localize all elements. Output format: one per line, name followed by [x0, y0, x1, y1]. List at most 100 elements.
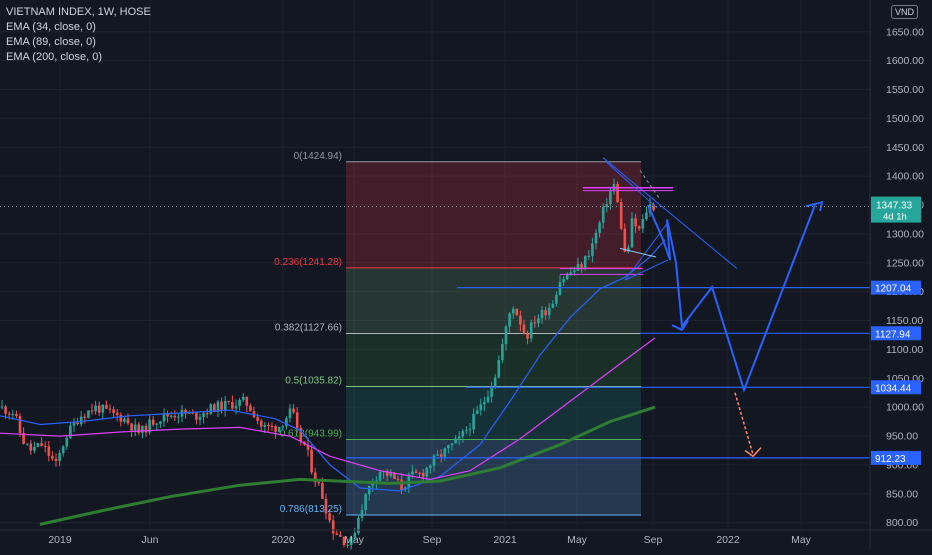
candle	[191, 412, 195, 414]
candle	[576, 264, 580, 271]
candle	[583, 256, 587, 270]
candle	[108, 408, 112, 410]
candle	[637, 226, 641, 229]
candle	[396, 478, 400, 480]
ema89-label[interactable]: EMA (89, close, 0)	[6, 36, 96, 48]
candle	[281, 426, 285, 428]
alt-projection-arrow	[734, 392, 754, 455]
candle	[205, 413, 209, 415]
candle	[357, 517, 360, 534]
candle	[133, 424, 137, 431]
candle	[587, 255, 591, 257]
wedge-line	[605, 161, 658, 209]
y-tick-label: 1100.00	[886, 344, 923, 356]
x-tick-label: May	[567, 534, 588, 546]
candle	[15, 414, 18, 417]
candle	[439, 454, 443, 457]
candle	[429, 465, 432, 468]
candle	[565, 273, 569, 280]
candle	[313, 472, 317, 483]
candle	[619, 202, 623, 229]
candle	[166, 413, 169, 417]
candle	[331, 520, 335, 534]
candle	[555, 294, 558, 304]
wedge-line	[624, 259, 669, 281]
symbol-title[interactable]: VIETNAM INDEX, 1W, HOSE	[6, 6, 151, 18]
candle	[601, 207, 605, 223]
candle	[360, 510, 364, 518]
candle	[407, 474, 411, 488]
candle	[310, 449, 313, 473]
y-tick-label: 1150.00	[886, 315, 923, 327]
candle	[231, 401, 234, 409]
candle	[594, 232, 598, 244]
candle	[400, 479, 403, 491]
candle	[526, 333, 529, 339]
candle	[11, 414, 15, 416]
candle	[0, 406, 4, 408]
candle	[87, 410, 90, 418]
price-tag-label: 1034.44	[875, 383, 912, 394]
fib-zone	[346, 161, 641, 268]
ema34-label[interactable]: EMA (34, close, 0)	[6, 21, 96, 33]
candle	[367, 485, 371, 495]
candle	[187, 412, 191, 414]
candle	[468, 429, 472, 431]
candle	[169, 415, 173, 417]
candle	[450, 443, 454, 446]
candle	[472, 413, 475, 430]
candle	[277, 426, 281, 432]
ema200-label[interactable]: EMA (200, close, 0)	[6, 51, 102, 63]
candle	[558, 282, 562, 295]
trendlines	[346, 157, 870, 459]
candle	[569, 272, 573, 274]
alt-projection-arrowhead	[744, 447, 762, 458]
candle	[490, 386, 493, 397]
candle	[292, 408, 295, 413]
candle	[436, 454, 439, 456]
candle	[177, 416, 180, 418]
candle	[36, 443, 40, 447]
candle	[40, 443, 43, 446]
countdown-label: 4d 1h	[883, 212, 907, 223]
candle	[270, 425, 274, 427]
candle	[371, 483, 375, 486]
candle	[504, 326, 508, 344]
price-tag	[871, 280, 921, 295]
ema89-line	[0, 337, 656, 481]
candle	[573, 270, 576, 273]
candle	[393, 472, 396, 479]
candle	[511, 308, 515, 314]
y-tick-label: 800.00	[886, 517, 918, 529]
fib-level-label: 0.786(813.25)	[280, 504, 342, 515]
candle	[443, 448, 447, 457]
candle	[317, 482, 321, 484]
candle	[418, 472, 421, 474]
candle	[65, 437, 69, 447]
candle	[61, 446, 65, 454]
fib-level-label: 0.236(1241.28)	[274, 257, 342, 268]
candle	[105, 404, 108, 409]
x-tick-label: 2021	[493, 534, 517, 546]
x-tick-label: Sep	[644, 534, 663, 546]
candle	[220, 401, 223, 410]
candle	[349, 537, 353, 545]
candle	[25, 443, 29, 445]
candle	[227, 400, 231, 402]
candle	[522, 324, 526, 334]
candle	[288, 408, 292, 419]
candle	[501, 343, 504, 361]
price-tag-label: 912.23	[875, 454, 906, 465]
y-tick-label: 1250.00	[886, 257, 924, 269]
x-tick-label: 2019	[48, 534, 72, 546]
candle	[421, 472, 425, 477]
currency-badge[interactable]: VND	[890, 5, 918, 19]
y-tick-label: 850.00	[886, 488, 918, 500]
candle	[195, 412, 198, 420]
candle	[18, 416, 22, 433]
candle	[101, 404, 105, 413]
candle	[652, 204, 655, 211]
candle	[198, 417, 202, 420]
